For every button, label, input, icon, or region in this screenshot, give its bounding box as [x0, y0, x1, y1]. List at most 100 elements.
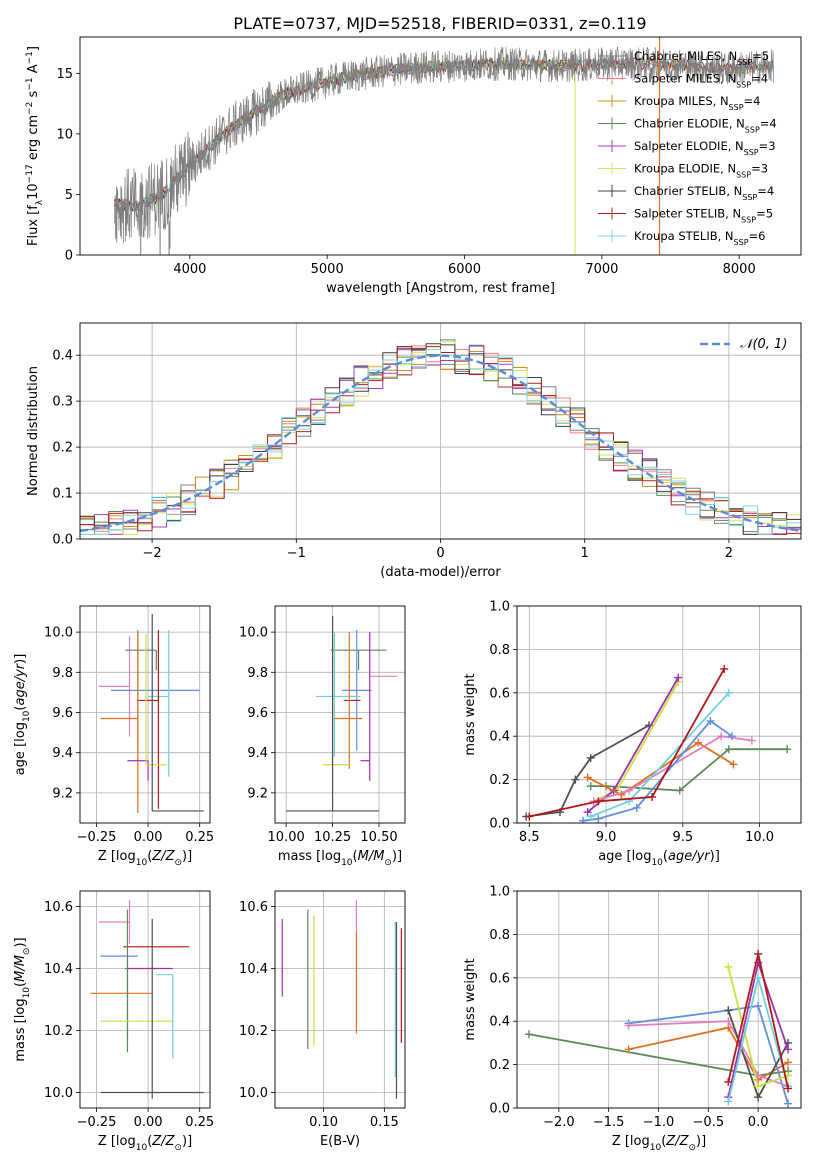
- x-tick-label: 10.50: [360, 830, 397, 845]
- x-tick-label: −1.0: [643, 1115, 675, 1130]
- y-axis-label: age [log10(age/yr)]: [13, 654, 32, 776]
- y-axis-label: mass weight: [463, 958, 478, 1040]
- y-tick-label: 10: [56, 127, 73, 142]
- x-axis-label: mass [log10(M/M⊙)]: [278, 849, 402, 868]
- y-tick-label: 10.0: [44, 626, 73, 641]
- series-line: [587, 677, 679, 813]
- y-tick-label: 10.2: [44, 1024, 73, 1039]
- y-tick-label: 0.2: [52, 441, 73, 456]
- legend-label: Kroupa MILES, NSSP=4: [634, 94, 760, 112]
- y-tick-label: 9.4: [247, 746, 268, 761]
- y-tick-label: 10.6: [239, 900, 268, 915]
- axes-frame: [79, 36, 802, 256]
- grid: [275, 891, 405, 1108]
- errorbar-point: [360, 632, 371, 781]
- x-axis-label: (data-model)/error: [380, 565, 501, 580]
- y-tick-label: 0.4: [489, 730, 510, 745]
- y-tick-label: 5: [65, 188, 73, 203]
- figure-title: PLATE=0737, MJD=52518, FIBERID=0331, z=0…: [233, 14, 646, 33]
- axes-frame: [516, 890, 802, 1109]
- legend-label: Salpeter MILES, NSSP=4: [634, 72, 768, 90]
- y-tick-label: 1.0: [489, 600, 510, 615]
- x-tick-label: 10.0: [745, 830, 774, 845]
- x-tick-label: 0.15: [370, 1115, 399, 1130]
- x-tick-label: 0.00: [134, 1115, 163, 1130]
- x-tick-label: −1.5: [593, 1115, 625, 1130]
- errorbar-point: [330, 649, 387, 671]
- x-tick-label: 9.0: [596, 830, 617, 845]
- y-tick-label: 9.2: [52, 786, 73, 801]
- x-tick-label: 0.10: [309, 1115, 338, 1130]
- panel-3: 10.00 10.25 10.50 9.2 9.4 9.6 9.8 10.0: [239, 605, 406, 845]
- x-tick-label: 6000: [448, 262, 481, 277]
- errorbar-point: [323, 634, 352, 766]
- panel-1: −2 −1 0 1 2 0.0 0.1 0.2 0.3 0.4: [52, 322, 802, 561]
- y-tick-label: 10.2: [239, 1024, 268, 1039]
- x-tick-label: 2: [725, 546, 733, 561]
- x-axis-label: E(B-V): [320, 1134, 360, 1149]
- grid: [80, 606, 210, 823]
- ticks: −0.25 0.00 0.25 10.0 10.2 10.4 10.6: [44, 900, 214, 1130]
- errorbar-point: [145, 634, 167, 766]
- errorbar-point: [127, 760, 149, 781]
- x-axis-label: Z [log10(Z/Z⊙)]: [98, 849, 192, 868]
- y-tick-label: 9.2: [247, 786, 268, 801]
- series: [583, 673, 683, 817]
- grid: [275, 606, 405, 823]
- grid: [80, 891, 210, 1108]
- errorbar-point: [334, 632, 363, 769]
- legend-label: Kroupa ELODIE, NSSP=3: [634, 162, 768, 180]
- x-tick-label: 0.0: [748, 1115, 769, 1130]
- y-tick-label: 0.0: [52, 533, 73, 548]
- y-tick-label: 0.6: [489, 686, 510, 701]
- errorbar-point: [100, 918, 204, 1099]
- x-tick-label: 0: [436, 546, 444, 561]
- ticks: 8.5 9.0 9.5 10.0 0.0 0.2 0.4 0.6 0.8 1.0: [489, 600, 774, 846]
- normal-curve: [80, 354, 801, 533]
- y-tick-label: 0.6: [489, 971, 510, 986]
- plot-area: [286, 616, 398, 812]
- x-axis-label: Z [log10(Z/Z⊙)]: [98, 1134, 192, 1153]
- x-tick-label: 1: [581, 546, 589, 561]
- x-tick-label: 0.00: [134, 830, 163, 845]
- x-axis-label: wavelength [Angstrom, rest frame]: [326, 281, 555, 296]
- plot-area: [524, 949, 793, 1108]
- y-tick-label: 0.0: [489, 817, 510, 832]
- x-tick-label: −2.0: [543, 1115, 575, 1130]
- y-tick-label: 0.8: [489, 928, 510, 943]
- x-tick-label: 10.25: [314, 830, 351, 845]
- x-tick-label: −1: [287, 546, 306, 561]
- panel-5: −0.25 0.00 0.25 10.0 10.2 10.4 10.6: [44, 890, 214, 1130]
- legend-normal-label: 𝒩(0, 1): [740, 337, 787, 352]
- y-tick-label: 0.4: [52, 349, 73, 364]
- y-axis-label: Normed distribution: [26, 366, 41, 496]
- errorbar-point: [125, 649, 157, 671]
- panel-2: −0.25 0.00 0.25 9.2 9.4 9.6 9.8 10.0: [44, 605, 214, 845]
- series-line: [628, 1004, 789, 1104]
- x-tick-label: 8.5: [519, 830, 540, 845]
- x-tick-label: 0.25: [185, 1115, 214, 1130]
- x-tick-label: 5000: [311, 262, 344, 277]
- y-tick-label: 0.0: [489, 1102, 510, 1117]
- axes-frame: [274, 890, 406, 1109]
- legend: Chabrier MILES, NSSP=5 Salpeter MILES, NS…: [598, 49, 777, 247]
- legend-label: Chabrier ELODIE, NSSP=4: [634, 117, 777, 135]
- y-tick-label: 10.0: [239, 626, 268, 641]
- series: [589, 732, 756, 806]
- plot-area: [90, 900, 204, 1099]
- axes-frame: [274, 605, 406, 824]
- x-tick-label: −0.5: [693, 1115, 725, 1130]
- y-tick-label: 0.2: [489, 1058, 510, 1073]
- ticks: −0.25 0.00 0.25 9.2 9.4 9.6 9.8 10.0: [44, 626, 214, 845]
- x-tick-label: 8000: [723, 262, 756, 277]
- y-axis-label: mass [log10(M/M⊙)]: [13, 937, 32, 1061]
- x-axis-label: Z [log10(Z/Z⊙)]: [612, 1134, 706, 1153]
- x-tick-label: −0.25: [77, 830, 117, 845]
- errorbar-point: [151, 614, 204, 812]
- errorbar-point: [137, 630, 160, 809]
- panel-6: 0.10 0.15 10.0 10.2 10.4 10.6: [239, 890, 406, 1130]
- x-tick-label: 0.25: [185, 830, 214, 845]
- observed-spectrum: [113, 46, 774, 255]
- y-tick-label: 9.4: [52, 746, 73, 761]
- y-tick-label: 15: [56, 67, 73, 82]
